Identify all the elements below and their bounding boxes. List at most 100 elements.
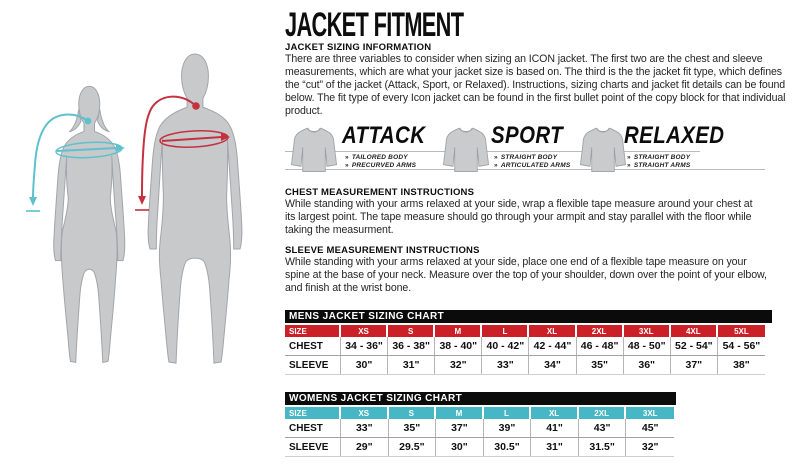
size-header-cell: SIZE (285, 325, 341, 337)
bullet-item: » STRAIGHT BODY (627, 154, 691, 161)
fitment-content: JACKET FITMENT JACKET SIZING INFORMATION… (285, 0, 800, 466)
value-cell: 38" (733, 359, 750, 371)
womens-chart-title: WOMENS JACKET SIZING CHART (285, 392, 676, 405)
size-header-cell: XS (341, 407, 389, 419)
size-header-cell: M (436, 407, 484, 419)
value-cell: 36" (624, 356, 671, 374)
chest-instructions-heading: CHEST MEASUREMENT INSTRUCTIONS (285, 187, 475, 198)
value-cell: 39" (484, 419, 532, 437)
page-title: JACKET FITMENT (285, 6, 464, 44)
size-header-cell: XL (529, 325, 577, 337)
value-cell: 31" (388, 356, 436, 374)
womens-size-header-row: SIZE XS S M L XL 2XL 3XL (285, 407, 674, 419)
value-cell: 38 - 40" (435, 337, 483, 355)
value-cell: 46 - 48" (577, 337, 624, 355)
relaxed-bullets: » STRAIGHT BODY » STRAIGHT ARMS (627, 154, 690, 170)
fit-type-relaxed: RELAXED (624, 122, 725, 149)
value-cell: 32" (435, 356, 483, 374)
value-cell: 33" (482, 356, 530, 374)
mens-size-header-row: SIZE XS S M L XL 2XL 3XL 4XL 5XL (285, 325, 765, 337)
value-cell: 30" (436, 438, 484, 456)
row-label-cell: CHEST (285, 419, 341, 437)
female-chest-arrowhead (116, 144, 125, 152)
mens-sleeve-row: SLEEVE 30" 31" 32" 33" 34" 35" 36" 37" 3… (285, 356, 765, 375)
value-cell: 33" (341, 419, 389, 437)
womens-sleeve-row: SLEEVE 29" 29.5" 30" 30.5" 31" 31.5" 32" (285, 438, 674, 457)
value-cell: 34" (529, 356, 577, 374)
sizing-info-text: There are three variables to consider wh… (285, 53, 786, 117)
size-header-cell: S (388, 325, 436, 337)
sleeve-instructions-text: While standing with your arms relaxed at… (285, 256, 767, 294)
fit-divider-line (285, 151, 700, 152)
size-header-cell: 5XL (717, 325, 765, 337)
size-header-cell: SIZE (285, 407, 341, 419)
female-figure-icon (54, 86, 125, 362)
size-header-cell: S (388, 407, 437, 419)
value-cell: 34 - 36" (341, 337, 389, 355)
body-measurement-figures (26, 0, 285, 420)
size-header-cell: L (483, 407, 532, 419)
jacket-icon (443, 127, 489, 172)
jacket-icon (580, 127, 626, 172)
sleeve-instructions-heading: SLEEVE MEASUREMENT INSTRUCTIONS (285, 245, 480, 256)
female-arrowhead (29, 197, 37, 206)
value-cell: 37" (671, 356, 718, 374)
value-cell: 31.5" (579, 438, 627, 456)
row-label-cell: SLEEVE (285, 356, 341, 374)
size-header-cell: 2XL (576, 325, 624, 337)
male-figure-icon (148, 54, 242, 363)
womens-chest-row: CHEST 33" 35" 37" 39" 41" 43" 45" (285, 419, 674, 438)
value-cell: 40 - 42" (482, 337, 530, 355)
sizing-info-heading: JACKET SIZING INFORMATION (285, 42, 432, 53)
value-cell: 32" (641, 441, 659, 453)
male-chest-arrowhead (221, 133, 230, 141)
jacket-icon (291, 127, 337, 172)
sport-bullets: » STRAIGHT BODY » ARTICULATED ARMS (494, 154, 570, 170)
chevron-marker: » (494, 154, 498, 161)
female-sleeve-measure-arrow (26, 113, 89, 212)
male-neck-dot (192, 102, 200, 110)
chest-instructions-text: While standing with your arms relaxed at… (285, 198, 753, 236)
bullet-item: » STRAIGHT ARMS (627, 162, 691, 169)
size-header-cell: 2XL (578, 407, 627, 419)
value-cell: 35" (577, 356, 624, 374)
male-sleeve-measure-arrow (135, 95, 197, 211)
size-header-cell: XL (531, 407, 579, 419)
chevron-marker: » (494, 162, 498, 169)
bullet-item: » ARTICULATED ARMS (494, 162, 571, 169)
value-cell: 43" (579, 419, 627, 437)
value-cell: 35" (389, 419, 437, 437)
value-cell: 52 - 54" (671, 337, 718, 355)
value-cell: 54 - 56" (722, 340, 761, 352)
value-cell: 30" (341, 356, 389, 374)
mens-chest-row: CHEST 34 - 36" 36 - 38" 38 - 40" 40 - 42… (285, 337, 765, 356)
chevron-marker: » (627, 154, 631, 161)
bullet-item: » PRECURVED ARMS (345, 162, 417, 169)
value-cell: 42 - 44" (529, 337, 577, 355)
value-cell: 41" (531, 419, 579, 437)
value-cell: 29" (341, 438, 389, 456)
fit-types-row: ATTACK » TAILORED BODY » PRECURVED ARMS SP… (285, 120, 785, 182)
fit-type-sport: SPORT (491, 122, 564, 149)
size-header-cell: XS (341, 325, 389, 337)
mens-chart-title: MENS JACKET SIZING CHART (285, 310, 772, 323)
attack-bullets: » TAILORED BODY » PRECURVED ARMS (345, 154, 416, 170)
bullet-item: » STRAIGHT BODY (494, 154, 558, 161)
value-cell: 36 - 38" (388, 337, 436, 355)
chevron-marker: » (345, 162, 349, 169)
size-header-cell: 3XL (623, 325, 671, 337)
value-cell: 29.5" (389, 438, 437, 456)
row-label-cell: CHEST (285, 337, 341, 355)
female-neck-dot (84, 117, 92, 125)
size-header-cell: L (482, 325, 530, 337)
value-cell: 48 - 50" (624, 337, 671, 355)
size-header-cell: M (435, 325, 483, 337)
value-cell: 37" (436, 419, 484, 437)
value-cell: 30.5" (484, 438, 532, 456)
value-cell: 31" (531, 438, 579, 456)
size-header-cell: 3XL (626, 407, 674, 419)
fit-divider-line (285, 169, 765, 170)
value-cell: 45" (641, 422, 659, 434)
mens-sizing-chart: MENS JACKET SIZING CHART SIZE XS S M L X… (285, 310, 772, 375)
